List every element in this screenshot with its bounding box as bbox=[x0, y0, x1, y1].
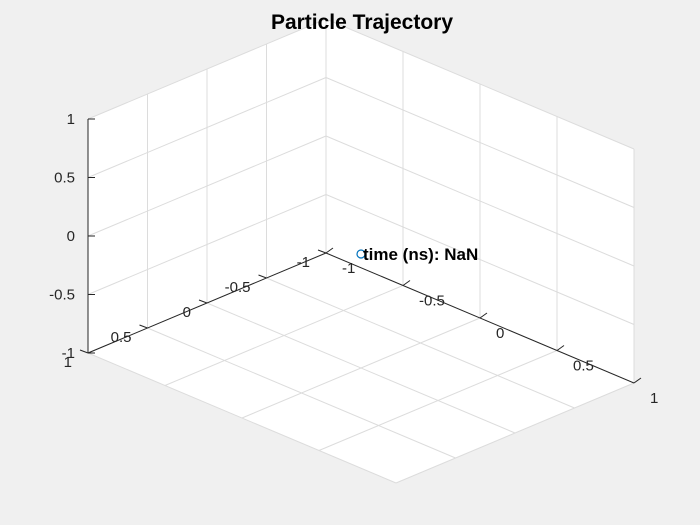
x-tick-mark bbox=[402, 280, 411, 286]
x-tick-label: -0.5 bbox=[419, 293, 445, 310]
particle-marker bbox=[356, 249, 366, 259]
grid-line bbox=[147, 327, 456, 459]
y-tick-mark bbox=[79, 349, 89, 354]
y-tick-label: 0 bbox=[183, 304, 191, 321]
grid-line bbox=[325, 135, 635, 267]
grid-line bbox=[325, 194, 635, 325]
y-tick-label: 0.5 bbox=[111, 329, 132, 346]
z-tick-label: 1 bbox=[67, 111, 75, 128]
grid-line bbox=[325, 77, 635, 208]
grid-line bbox=[87, 352, 397, 484]
axis-lines bbox=[79, 118, 642, 384]
y-tick-mark bbox=[317, 249, 327, 254]
y-tick-mark bbox=[139, 324, 148, 329]
y-tick-label: -0.5 bbox=[225, 279, 251, 296]
x-tick-label: -1 bbox=[342, 260, 355, 277]
x-tick-mark bbox=[479, 312, 488, 319]
z-tick-label: 0.5 bbox=[54, 170, 75, 187]
y-tick-mark bbox=[258, 274, 267, 279]
x-tick-label: 0.5 bbox=[573, 358, 594, 375]
data-points bbox=[356, 249, 366, 259]
tick-labels: -1-0.500.51-1-0.500.51-1-0.500.51 bbox=[49, 111, 658, 407]
x-tick-label: 0 bbox=[496, 325, 504, 342]
grid-line bbox=[325, 18, 635, 150]
x-tick-mark bbox=[556, 345, 565, 351]
x-tick-mark bbox=[325, 247, 334, 254]
y-tick-label: 1 bbox=[64, 354, 72, 371]
chart-title: Particle Trajectory bbox=[271, 11, 453, 34]
x-tick-label: 1 bbox=[650, 390, 658, 407]
grid-line bbox=[206, 302, 516, 434]
grid-line bbox=[87, 18, 327, 120]
z-tick-label: 0 bbox=[67, 228, 75, 245]
time-annotation: time (ns): NaN bbox=[363, 245, 478, 264]
x-tick-mark bbox=[633, 377, 642, 384]
z-tick-label: -0.5 bbox=[49, 287, 75, 304]
y-tick-mark bbox=[198, 299, 208, 304]
z-tick-label: -1 bbox=[62, 345, 75, 362]
axes-background bbox=[88, 19, 634, 483]
grid-line bbox=[87, 135, 327, 237]
grid-line bbox=[87, 77, 327, 178]
grid-line bbox=[87, 194, 327, 295]
grid-line bbox=[266, 277, 575, 409]
y-tick-label: -1 bbox=[297, 254, 310, 271]
